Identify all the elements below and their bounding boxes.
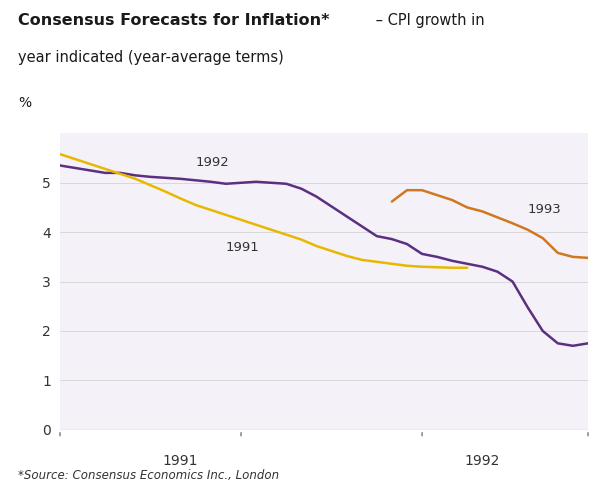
Text: 1991: 1991 xyxy=(226,241,260,254)
Text: %: % xyxy=(18,96,31,110)
Text: *Source: Consensus Economics Inc., London: *Source: Consensus Economics Inc., Londo… xyxy=(18,469,279,482)
Text: Consensus Forecasts for Inflation*: Consensus Forecasts for Inflation* xyxy=(18,13,329,28)
Text: 1993: 1993 xyxy=(527,204,562,216)
Text: – CPI growth in: – CPI growth in xyxy=(371,13,484,28)
Text: 1992: 1992 xyxy=(196,156,230,169)
Text: year indicated (year-average terms): year indicated (year-average terms) xyxy=(18,50,284,65)
Text: 1992: 1992 xyxy=(465,454,500,468)
Text: 1991: 1991 xyxy=(163,454,199,468)
